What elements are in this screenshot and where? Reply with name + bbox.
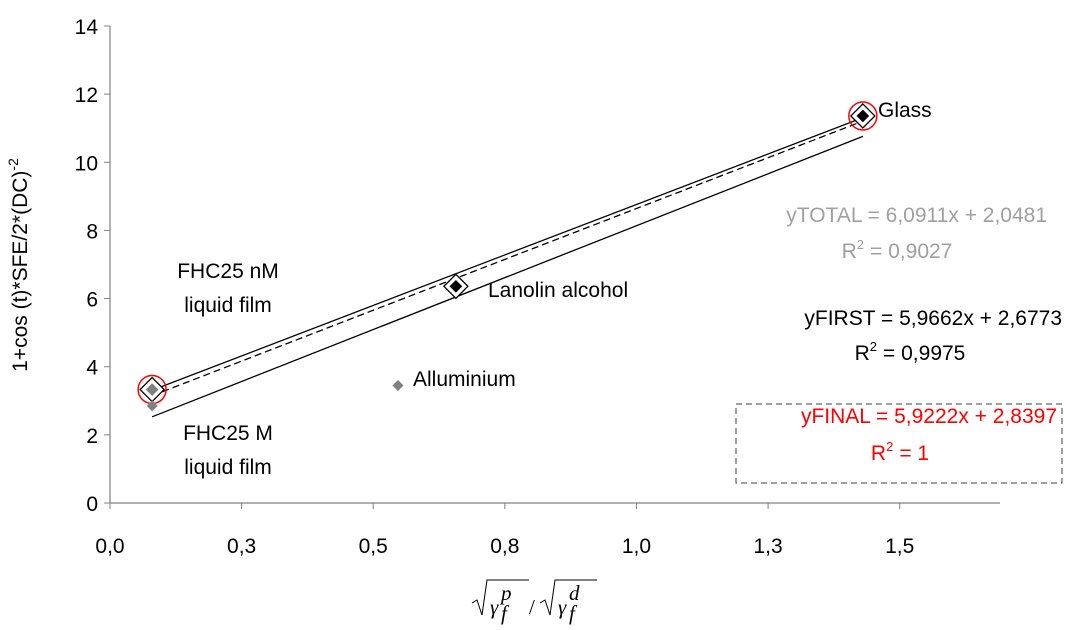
point-label: Alluminium [413,368,516,391]
r2-letter: R [842,240,857,263]
x-tick-label: 1,0 [622,535,651,558]
x-tick-label: 0,5 [359,535,388,558]
point-label: FHC25 nM [177,260,279,283]
equation: yFINAL = 5,9222x + 2,8397 [801,405,1057,428]
y-tick-label: 14 [75,16,99,39]
r-squared: R2 = 0,9027 [842,237,953,263]
r-squared: R2 = 1 [871,439,929,465]
x-tick-label: 1,3 [753,535,782,558]
r-squared: R2 = 0,9975 [855,339,966,365]
y-tick-label: 2 [86,425,98,448]
y-tick-label: 6 [86,289,98,312]
point-label: liquid film [184,294,272,317]
r2-sup: 2 [870,339,877,354]
point-label: Lanolin alcohol [488,279,628,302]
point [392,380,403,391]
point-label: Glass [878,99,932,122]
y-tick-label: 4 [86,357,98,380]
y-tick-label: 0 [86,493,98,516]
point-label: liquid film [184,456,272,479]
x-tick-label: 0,0 [95,535,124,558]
r2-value: = 0,9975 [883,342,965,365]
y-axis-label: 1+cos (t)*SFE/2*(DC)-2 [5,158,32,372]
r2-letter: R [871,442,886,465]
x-tick-label: 0,3 [227,535,256,558]
x-label-slash: / [529,595,535,619]
point [147,400,158,411]
y-tick-label: 12 [75,84,98,107]
y-label-text: 1+cos (t)*SFE/2*(DC) [9,171,32,372]
equation: yFIRST = 5,9662x + 2,6773 [804,307,1062,330]
r2-sup: 2 [886,439,893,454]
r2-letter: R [855,342,870,365]
r2-value: = 0,9027 [870,240,952,263]
x-label-gamma: γ [490,595,499,619]
equation: yTOTAL = 6,0911x + 2,0481 [786,204,1047,227]
fit-line [152,118,863,391]
y-tick-label: 10 [75,152,98,175]
x-tick-label: 1,5 [885,535,914,558]
point-label: FHC25 M [183,422,273,445]
chart: 0 2 4 6 8 10 12 14 0,0 0,3 0,5 0,8 1,0 1,3 1,5 1+cos (t… [0,0,1066,630]
r2-value: = 1 [899,442,929,465]
y-tick-label: 8 [86,220,98,243]
y-label-sup: -2 [5,158,21,171]
x-label-gamma: γ [558,595,567,619]
fit-line [152,121,863,396]
x-tick-label: 0,8 [490,535,519,558]
r2-sup: 2 [857,237,864,252]
